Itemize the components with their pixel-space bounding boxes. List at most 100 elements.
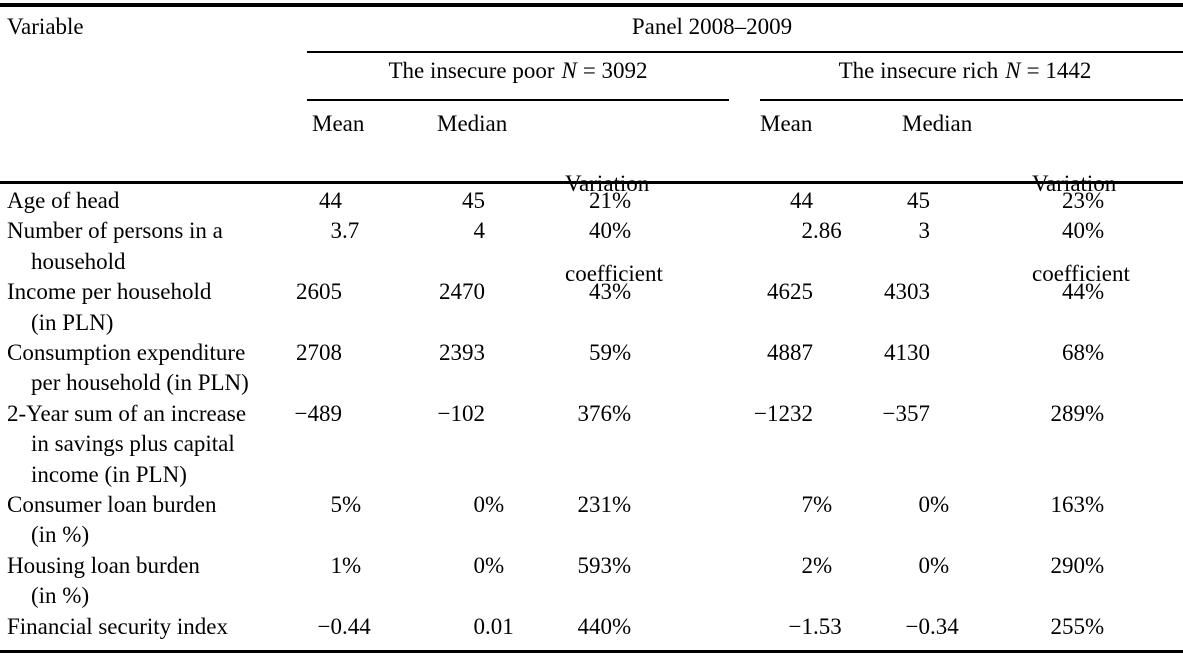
value-suffix: % [1085,400,1105,426]
value-int: 23 [1062,188,1085,213]
value-int: 44 [1062,279,1085,305]
value-suffix [930,186,960,216]
value-int: 290 [1050,552,1086,578]
poor-variation-cell: 231% [540,490,660,520]
poor-group-spanner-rule [307,99,729,101]
poor-variation-cell: 21% [540,186,660,216]
value-suffix: .7 [342,218,360,244]
rich-median-cell: 4130 [850,338,960,368]
poor-group-label: The insecure poor [388,58,555,83]
value-int: 376 [577,400,613,426]
value-int: 68 [1062,340,1085,366]
value-suffix [485,399,521,429]
poor-median-cell: −102 [390,399,540,429]
value-int: 440 [577,613,613,639]
poor-variation-line1: Variation [565,171,650,196]
value-int: 7 [801,492,814,518]
variable-line: (in PLN) [31,309,114,335]
value-int: 255 [1050,613,1086,639]
value-int: −102 [437,400,485,426]
value-suffix: .34 [930,613,959,639]
value-suffix: % [612,400,632,426]
rich-group-spanner-rule [760,99,1183,101]
value-suffix: % [612,340,632,366]
value-int: −1232 [754,400,813,426]
rich-variation-cell: 290% [960,551,1183,581]
value-suffix [930,216,960,246]
poor-mean-cell: 5% [250,490,390,520]
variable-cell: Age of head [0,186,250,216]
variable-line: in savings plus capital [31,431,235,457]
value-suffix [930,399,960,429]
poor-group-n-symbol: N [561,58,577,83]
value-int: 2393 [439,340,485,366]
poor-variation-header: Variation coefficient [565,109,663,349]
value-suffix: % [1085,218,1105,244]
value-int: 3 [918,218,931,244]
value-int: 163 [1050,492,1086,518]
variable-line: Consumption expenditure [7,340,246,366]
value-int: 0 [473,492,486,518]
poor-mean-cell: 44 [250,186,390,216]
poor-variation-cell: 40% [540,216,660,246]
value-int: 0 [473,552,486,578]
value-int: 5 [330,492,343,518]
value-suffix: % [1085,188,1105,213]
poor-variation-line2: coefficient [565,261,663,286]
value-int: 4887 [767,340,813,366]
value-int: 0 [918,492,931,518]
value-suffix [485,338,521,368]
value-int: 59 [589,340,612,366]
table-body: Age of head 44 45 21% 44 45 23% Number o… [0,186,1183,642]
value-suffix: .86 [813,218,842,244]
rich-group-label: The insecure rich [838,58,999,83]
value-suffix: % [612,552,632,578]
table-row: Consumption expenditure per household (in… [0,338,1183,399]
value-suffix [342,277,378,307]
rich-variation-cell: 163% [960,490,1183,520]
variable-cell: Consumer loan burden (in %) [0,490,250,551]
rich-median-cell: −0.34 [850,612,960,642]
value-suffix [342,399,378,429]
table-row: 2-Year sum of an increase in savings plus… [0,399,1183,490]
value-int: 0 [918,552,931,578]
variable-line: Consumer loan burden [7,492,217,518]
panel-spanner-rule [307,51,1183,53]
rich-mean-cell: 7% [660,490,850,520]
value-suffix: .44 [342,613,371,639]
rich-median-cell: 0% [850,490,960,520]
variable-line: Number of persons in a [7,218,223,244]
variable-cell: Consumption expenditure per household (in… [0,338,250,399]
rich-mean-cell: −1232 [660,399,850,429]
poor-mean-cell: 2605 [250,277,390,307]
rich-median-cell: 4303 [850,277,960,307]
rich-variation-cell: 23% [960,186,1183,216]
poor-group-header: The insecure poor N = 3092 [388,56,647,86]
value-suffix: % [612,188,632,213]
value-suffix: % [1085,340,1105,366]
top-rule [0,3,1183,7]
value-suffix [813,338,848,368]
value-int: −0 [905,613,930,639]
value-int: 2 [801,218,814,244]
variable-line: (in %) [31,522,90,548]
value-int: 231 [577,492,613,518]
table-row: Financial security index −0.44 0.01 440%… [0,612,1183,642]
value-suffix: % [813,492,833,518]
value-suffix: % [1085,552,1105,578]
value-suffix: % [342,492,362,518]
poor-median-cell: 0.01 [390,612,540,642]
poor-mean-cell: −0.44 [250,612,390,642]
value-suffix: % [612,613,632,639]
value-int: 45 [907,188,930,213]
value-suffix: .53 [813,613,842,639]
table-row: Consumer loan burden (in %) 5% 0% 231% 7%… [0,490,1183,551]
rich-mean-cell: 4625 [660,277,850,307]
value-int: 43 [589,279,612,305]
rich-group-n-value: = 1442 [1026,58,1092,83]
poor-mean-cell: 2708 [250,338,390,368]
value-int: 4130 [884,340,930,366]
poor-median-cell: 0% [390,551,540,581]
rich-mean-cell: 2.86 [660,216,850,246]
